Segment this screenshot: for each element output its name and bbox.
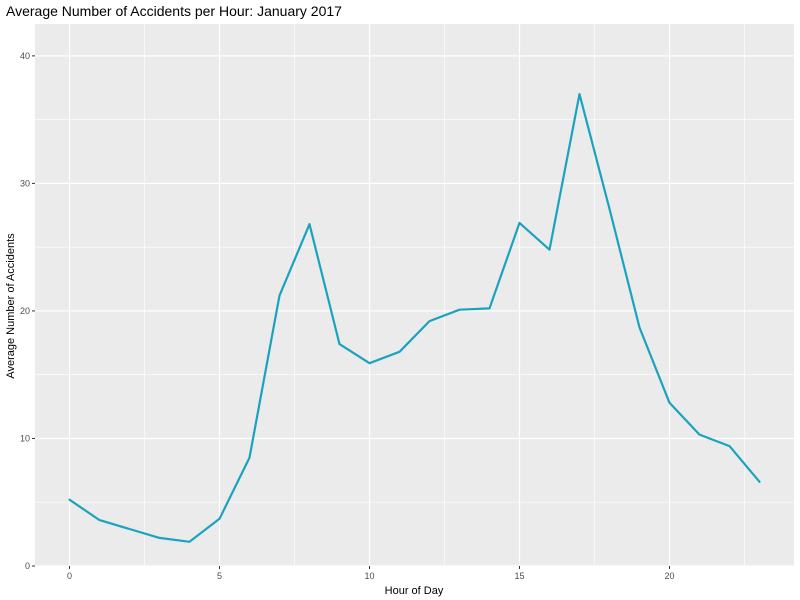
y-tick-label: 30 [20, 178, 30, 188]
series-layer [68, 92, 761, 543]
x-tick-label: 0 [67, 571, 72, 581]
y-axis-label: Average Number of Accidents [5, 233, 17, 379]
x-tick-label: 10 [364, 571, 374, 581]
x-tick-label: 20 [664, 571, 674, 581]
x-axis-ticks: 0 5 10 15 20 [67, 566, 675, 581]
y-tick-label: 0 [25, 561, 30, 571]
plot-panel [35, 24, 794, 566]
series-line [68, 92, 761, 543]
x-tick-label: 5 [217, 571, 222, 581]
x-tick-label: 15 [514, 571, 524, 581]
y-axis-ticks: 0 10 20 30 40 [20, 51, 35, 571]
chart-title: Average Number of Accidents per Hour: Ja… [6, 3, 342, 19]
y-tick-label: 10 [20, 433, 30, 443]
major-gridlines [35, 24, 794, 567]
minor-gridlines [35, 24, 794, 566]
y-tick-label: 40 [20, 51, 30, 61]
x-axis-label: Hour of Day [385, 585, 444, 597]
y-tick-label: 20 [20, 306, 30, 316]
